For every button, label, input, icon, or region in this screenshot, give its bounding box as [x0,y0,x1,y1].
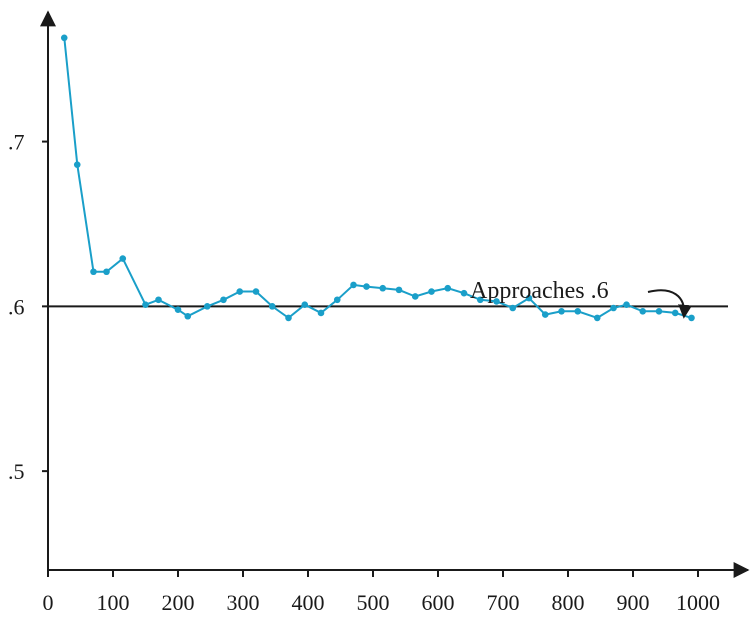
data-point [73,161,81,168]
x-tick-label: 300 [227,590,260,615]
x-tick-label: 700 [487,590,520,615]
data-point [558,308,565,315]
data-point [688,314,695,322]
data-point [90,268,97,276]
data-point [103,268,110,276]
data-point [574,308,582,315]
data-point [285,314,292,322]
x-tick-label: 500 [357,590,390,615]
data-point [593,314,601,322]
x-tick-label: 1000 [676,590,720,615]
series-line [63,37,692,320]
y-tick-label: .6 [8,294,25,319]
data-point [411,293,419,300]
data-point [379,284,387,292]
data-point [350,281,357,289]
data-point [525,294,533,302]
data-point [184,312,192,320]
data-point [119,255,127,262]
data-point [220,296,227,304]
data-point [236,288,244,295]
data-point [60,34,68,42]
data-point [655,308,663,315]
x-tick-label: 0 [43,590,54,615]
data-point [142,301,149,309]
data-point [509,304,517,312]
y-tick-label: .5 [8,459,25,484]
x-tick-label: 400 [292,590,325,615]
data-point [317,309,325,317]
data-point [203,303,211,310]
data-point [252,288,260,295]
x-tick-label: 800 [552,590,585,615]
x-tick-label: 200 [162,590,195,615]
data-point [333,296,341,304]
data-point [155,296,162,304]
data-point [671,309,679,317]
data-point [174,306,182,313]
x-tick-label: 900 [617,590,650,615]
data-point [493,298,500,305]
data-point [395,286,403,294]
data-point [363,283,370,290]
data-point [460,289,468,297]
y-tick-label: .7 [8,130,25,155]
annotation-arrow [647,289,693,319]
x-tick-label: 100 [97,590,130,615]
data-point [301,301,309,309]
annotation-label: Approaches .6 [470,278,609,304]
data-point [476,296,484,304]
data-point [639,308,647,315]
data-point [541,311,549,318]
data-point [428,288,435,295]
data-point [623,301,630,309]
data-point [268,303,276,310]
x-tick-label: 600 [422,590,455,615]
data-point [444,284,452,292]
data-point [610,304,617,312]
